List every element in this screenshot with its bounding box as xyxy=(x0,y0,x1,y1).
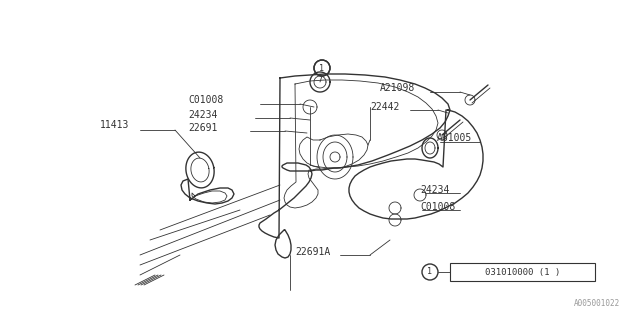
Text: 1: 1 xyxy=(319,63,324,73)
Text: 24234: 24234 xyxy=(188,110,218,120)
Text: 22691: 22691 xyxy=(188,123,218,133)
Text: A21098: A21098 xyxy=(380,83,415,93)
Text: 22691A: 22691A xyxy=(295,247,330,257)
Circle shape xyxy=(314,60,330,76)
Text: 11413: 11413 xyxy=(100,120,129,130)
Circle shape xyxy=(422,264,438,280)
Text: 22442: 22442 xyxy=(370,102,399,112)
Text: C01008: C01008 xyxy=(420,202,455,212)
Text: 031010000 (1 ): 031010000 (1 ) xyxy=(485,268,561,276)
Text: 24234: 24234 xyxy=(420,185,449,195)
Text: A61005: A61005 xyxy=(437,133,472,143)
Text: 1: 1 xyxy=(428,268,433,276)
Text: A005001022: A005001022 xyxy=(573,299,620,308)
FancyBboxPatch shape xyxy=(450,263,595,281)
Text: C01008: C01008 xyxy=(188,95,223,105)
